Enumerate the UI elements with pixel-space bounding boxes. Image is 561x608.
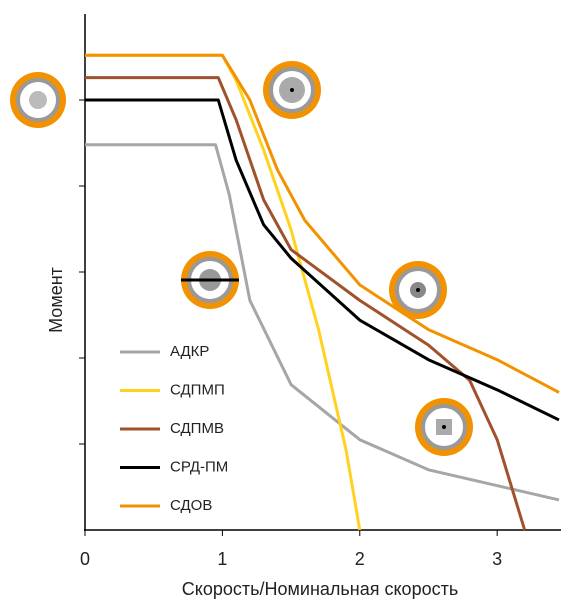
- motor-icon: [181, 251, 239, 309]
- motor-icon: [415, 398, 473, 456]
- x-tick-label: 2: [355, 549, 365, 569]
- line: [85, 76, 527, 531]
- motor-icon: [389, 261, 447, 319]
- legend-label: СРД-ПМ: [170, 458, 228, 475]
- motor-icon: [263, 61, 321, 119]
- line: [85, 98, 560, 422]
- x-axis-label: Скорость/Номинальная скорость: [182, 579, 458, 599]
- motor-icon: [10, 72, 66, 128]
- x-tick-label: 0: [80, 549, 90, 569]
- legend-label: АДКР: [170, 343, 209, 360]
- legend-label: СДОВ: [170, 497, 212, 514]
- x-tick-label: 3: [492, 549, 502, 569]
- line: [85, 53, 560, 394]
- x-tick-label: 1: [217, 549, 227, 569]
- motor-icons: [10, 61, 473, 456]
- legend-label: СДПМВ: [170, 420, 224, 437]
- y-axis-label: Момент: [46, 267, 66, 333]
- legend-label: СДПМП: [170, 381, 225, 398]
- line: [85, 143, 560, 502]
